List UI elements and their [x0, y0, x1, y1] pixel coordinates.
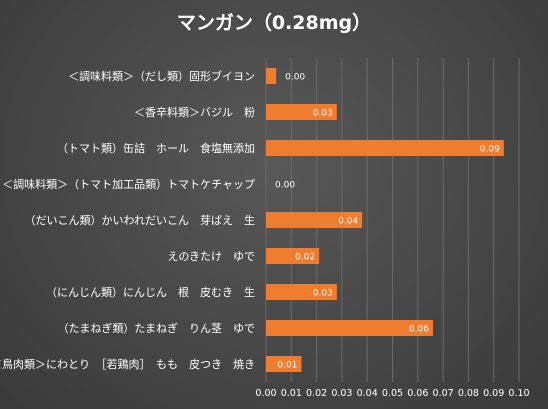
x-tick-label: 0.05 [382, 388, 403, 399]
data-label: 0.02 [295, 253, 315, 263]
bar [266, 356, 302, 372]
category-label: （たまねぎ類）たまねぎ りん茎 ゆで [58, 321, 255, 335]
x-tick-label: 0.09 [483, 388, 504, 399]
x-tick-label: 0.01 [281, 388, 302, 399]
category-label: ＜調味料類＞（だし類）固形ブイヨン [68, 69, 255, 83]
category-label: ＜香辛料類＞バジル 粉 [134, 105, 255, 119]
bar [266, 140, 504, 156]
data-label: 0.00 [275, 181, 295, 191]
x-tick-label: 0.04 [357, 388, 378, 399]
category-label: ＜調味料類＞（トマト加工品類）トマトケチャップ [2, 177, 255, 191]
x-tick-label: 0.10 [508, 388, 529, 399]
x-tick-label: 0.03 [331, 388, 352, 399]
data-label: 0.06 [409, 325, 429, 335]
bar [266, 248, 320, 264]
x-tick-label: 0.08 [458, 388, 479, 399]
data-label: 0.03 [313, 289, 333, 299]
category-label: （にんじん類）にんじん 根 皮むき 生 [46, 285, 255, 299]
data-label: 0.00 [285, 73, 305, 83]
data-label: 0.03 [313, 109, 333, 119]
x-tick-label: 0.07 [433, 388, 454, 399]
bar [266, 68, 277, 84]
category-label: ＜鳥肉類＞にわとり ［若鶏肉］ もも 皮つき 焼き [0, 357, 255, 371]
data-label: 0.01 [277, 361, 297, 371]
data-label: 0.09 [480, 145, 500, 155]
bar [266, 320, 433, 336]
bar [266, 104, 337, 120]
category-label: えのきたけ ゆで [167, 250, 255, 263]
category-label: （トマト類）缶詰 ホール 食塩無添加 [57, 141, 255, 155]
x-tick-label: 0.00 [255, 388, 276, 399]
bar [266, 284, 337, 300]
x-tick-label: 0.02 [306, 388, 327, 399]
data-label: 0.04 [338, 217, 358, 227]
bar [266, 212, 363, 228]
x-tick-label: 0.06 [407, 388, 428, 399]
category-label: （だいこん類）かいわれだいこん 芽ばえ 生 [25, 213, 255, 227]
chart-title: マンガン（0.28mg） [176, 12, 372, 34]
